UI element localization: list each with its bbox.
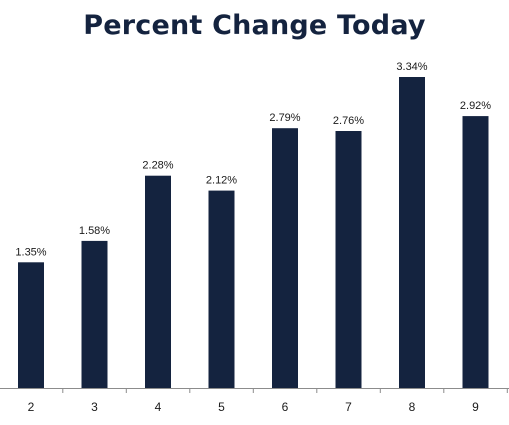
x-tick-label-6: 6 [282,400,289,414]
data-label-2: 1.35% [15,246,46,258]
chart-title: Percent Change Today [83,10,426,41]
x-tick-label-5: 5 [218,400,225,414]
data-label-6: 2.79% [269,112,300,124]
bar-9 [462,116,489,388]
bar-5 [208,190,235,388]
bar-6 [272,128,298,388]
x-tick-label-7: 7 [345,400,352,414]
x-tick-label-9: 9 [472,400,479,414]
bar-7 [335,131,362,388]
x-tick-label-4: 4 [155,400,162,414]
bar-8 [399,77,425,388]
data-label-9: 2.92% [460,100,491,112]
data-label-7: 2.76% [333,115,364,127]
x-tick-label-2: 2 [28,400,35,414]
bar-2 [18,262,44,388]
x-tick-label-3: 3 [91,400,98,414]
data-label-3: 1.58% [79,225,110,237]
bar-4 [145,175,171,388]
bar-3 [81,240,108,388]
data-label-5: 2.12% [206,175,237,187]
data-label-8: 3.34% [396,61,427,73]
data-label-4: 2.28% [142,160,173,172]
x-tick-label-8: 8 [409,400,416,414]
